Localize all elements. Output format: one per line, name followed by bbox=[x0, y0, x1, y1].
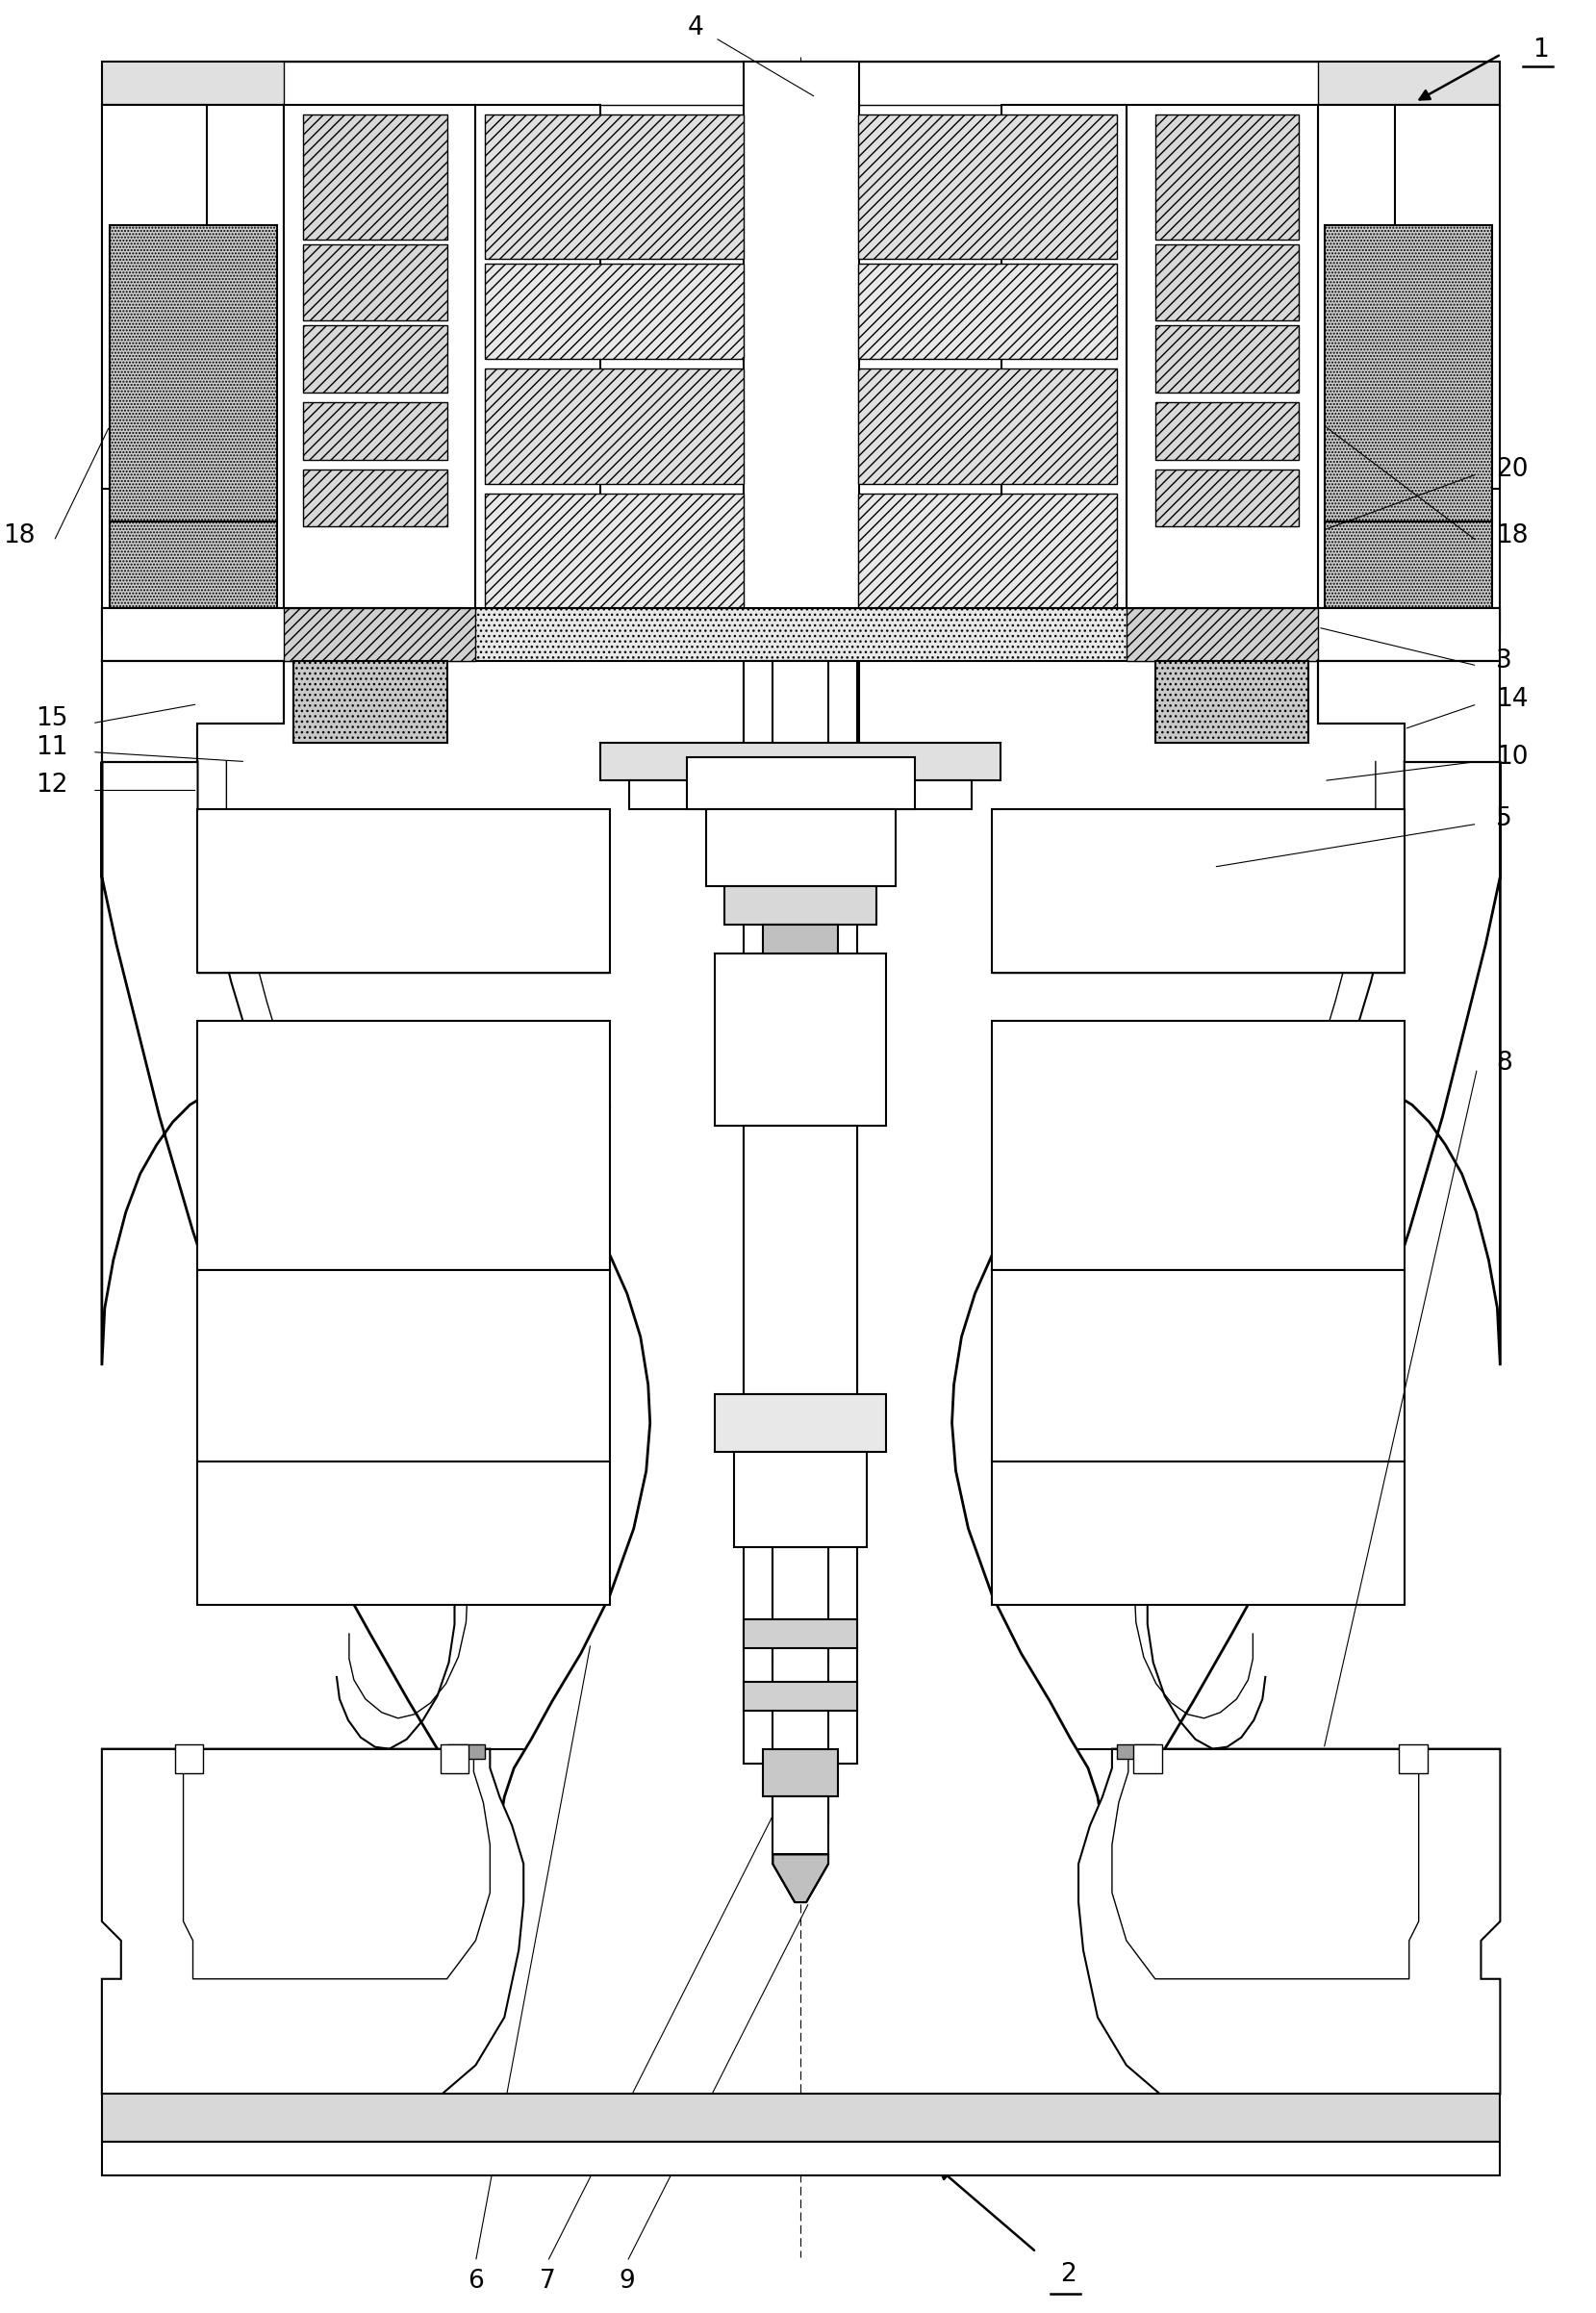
Bar bbox=[102, 2142, 1500, 2177]
Bar bbox=[110, 523, 278, 618]
Bar bbox=[744, 1126, 857, 1395]
Text: 3: 3 bbox=[1497, 648, 1513, 673]
Bar bbox=[1325, 224, 1492, 523]
Bar bbox=[102, 104, 207, 488]
Bar bbox=[993, 1270, 1404, 1462]
Bar bbox=[102, 2093, 1500, 2142]
Bar bbox=[485, 264, 744, 359]
Bar bbox=[1156, 402, 1299, 460]
Bar bbox=[1398, 1744, 1427, 1772]
Bar bbox=[772, 1547, 828, 1825]
Bar bbox=[772, 662, 828, 1668]
Bar bbox=[1156, 662, 1309, 742]
Text: 12: 12 bbox=[37, 773, 69, 798]
Bar bbox=[1136, 608, 1500, 662]
Text: 7: 7 bbox=[539, 2269, 555, 2294]
Bar bbox=[198, 810, 610, 971]
Bar bbox=[993, 810, 1404, 971]
Bar bbox=[629, 782, 972, 810]
Text: 15: 15 bbox=[37, 705, 69, 731]
Text: 5: 5 bbox=[1497, 807, 1513, 833]
Bar bbox=[1002, 104, 1127, 631]
Text: 14: 14 bbox=[1497, 687, 1529, 712]
Bar bbox=[763, 925, 838, 953]
Bar bbox=[198, 1020, 610, 1270]
Bar bbox=[284, 608, 476, 662]
Bar bbox=[1318, 104, 1500, 631]
Bar bbox=[476, 104, 600, 631]
Bar bbox=[198, 1462, 610, 1605]
Bar bbox=[198, 1270, 610, 1462]
Polygon shape bbox=[951, 761, 1500, 1931]
Bar bbox=[102, 608, 466, 662]
Bar bbox=[303, 326, 447, 393]
Text: 1: 1 bbox=[1532, 37, 1548, 62]
Bar bbox=[859, 264, 1117, 359]
Polygon shape bbox=[1079, 1749, 1500, 2093]
Polygon shape bbox=[772, 1855, 828, 1901]
Bar bbox=[859, 368, 1117, 483]
Bar bbox=[772, 1797, 828, 1855]
Bar bbox=[734, 1453, 867, 1547]
Bar bbox=[1156, 116, 1299, 238]
Bar bbox=[102, 608, 1500, 662]
Bar bbox=[1156, 243, 1299, 322]
Bar bbox=[715, 1395, 886, 1453]
Bar bbox=[744, 662, 857, 1763]
Polygon shape bbox=[102, 761, 650, 1931]
Text: 9: 9 bbox=[619, 2269, 635, 2294]
Bar bbox=[744, 1619, 857, 1649]
Bar bbox=[303, 402, 447, 460]
Bar bbox=[715, 953, 886, 1126]
Bar bbox=[284, 62, 1318, 104]
Bar bbox=[440, 1744, 469, 1772]
Bar bbox=[1395, 104, 1500, 488]
Bar bbox=[284, 104, 476, 631]
Bar bbox=[686, 756, 915, 810]
Bar bbox=[1156, 326, 1299, 393]
Bar bbox=[725, 886, 876, 925]
Bar bbox=[1127, 104, 1318, 631]
Text: 2: 2 bbox=[1060, 2262, 1076, 2288]
Bar bbox=[993, 1020, 1404, 1270]
Bar bbox=[485, 116, 744, 259]
Bar bbox=[303, 470, 447, 527]
Polygon shape bbox=[102, 662, 284, 761]
Text: 10: 10 bbox=[1497, 745, 1529, 770]
Bar bbox=[485, 368, 744, 483]
Bar bbox=[303, 116, 447, 238]
Bar bbox=[485, 493, 744, 608]
Text: 18: 18 bbox=[3, 523, 35, 548]
Bar bbox=[447, 1744, 485, 1758]
Text: 20: 20 bbox=[1497, 456, 1529, 481]
Text: 11: 11 bbox=[37, 736, 69, 759]
Bar bbox=[763, 1749, 838, 1797]
Bar bbox=[1117, 1744, 1156, 1758]
Bar bbox=[1127, 608, 1318, 662]
Bar bbox=[102, 104, 284, 631]
Bar bbox=[993, 1462, 1404, 1605]
Text: 4: 4 bbox=[688, 16, 704, 42]
Bar bbox=[744, 62, 859, 742]
Bar bbox=[294, 662, 447, 742]
Text: 8: 8 bbox=[1497, 1050, 1513, 1076]
Bar bbox=[303, 243, 447, 322]
Bar bbox=[859, 493, 1117, 608]
Bar bbox=[859, 116, 1117, 259]
Bar bbox=[1133, 1744, 1162, 1772]
Bar bbox=[705, 810, 895, 886]
Bar bbox=[1325, 523, 1492, 618]
Bar bbox=[744, 1682, 857, 1712]
Bar bbox=[1156, 470, 1299, 527]
Bar bbox=[174, 1744, 203, 1772]
Polygon shape bbox=[102, 1749, 523, 2093]
Text: 6: 6 bbox=[468, 2269, 484, 2294]
Text: 18: 18 bbox=[1497, 523, 1529, 548]
Bar bbox=[600, 742, 1001, 782]
Bar bbox=[102, 62, 1500, 104]
Bar bbox=[110, 224, 278, 523]
Polygon shape bbox=[1318, 662, 1500, 761]
